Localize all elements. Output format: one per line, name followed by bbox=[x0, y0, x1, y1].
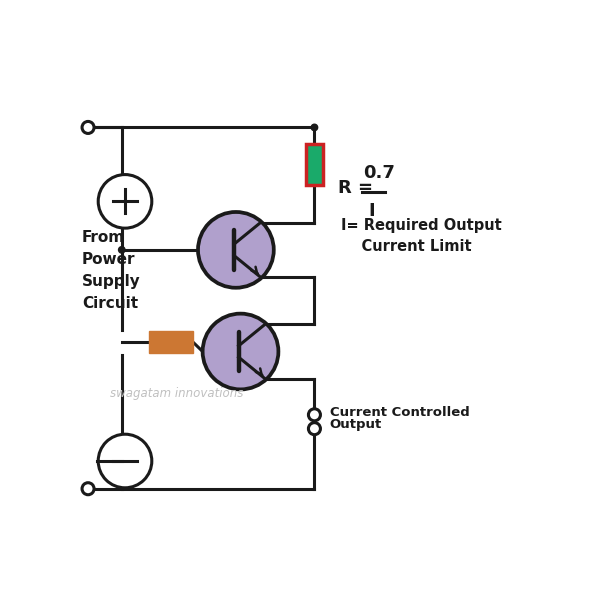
Text: R =: R = bbox=[338, 179, 373, 197]
Circle shape bbox=[203, 314, 278, 389]
Text: Output: Output bbox=[329, 418, 382, 431]
Circle shape bbox=[308, 409, 320, 421]
Circle shape bbox=[311, 124, 317, 131]
Bar bbox=[149, 331, 193, 353]
Circle shape bbox=[82, 121, 94, 133]
Bar bbox=[306, 143, 323, 185]
Text: From
Power
Supply
Circuit: From Power Supply Circuit bbox=[82, 230, 141, 311]
Text: swagatam innovations: swagatam innovations bbox=[110, 386, 243, 400]
Circle shape bbox=[198, 212, 274, 288]
Circle shape bbox=[308, 422, 320, 434]
Text: I: I bbox=[368, 202, 374, 220]
Text: Current Controlled: Current Controlled bbox=[329, 406, 469, 419]
Circle shape bbox=[82, 483, 94, 495]
Text: 0.7: 0.7 bbox=[363, 164, 395, 182]
Circle shape bbox=[119, 247, 125, 253]
Text: I= Required Output
    Current Limit: I= Required Output Current Limit bbox=[341, 218, 502, 254]
